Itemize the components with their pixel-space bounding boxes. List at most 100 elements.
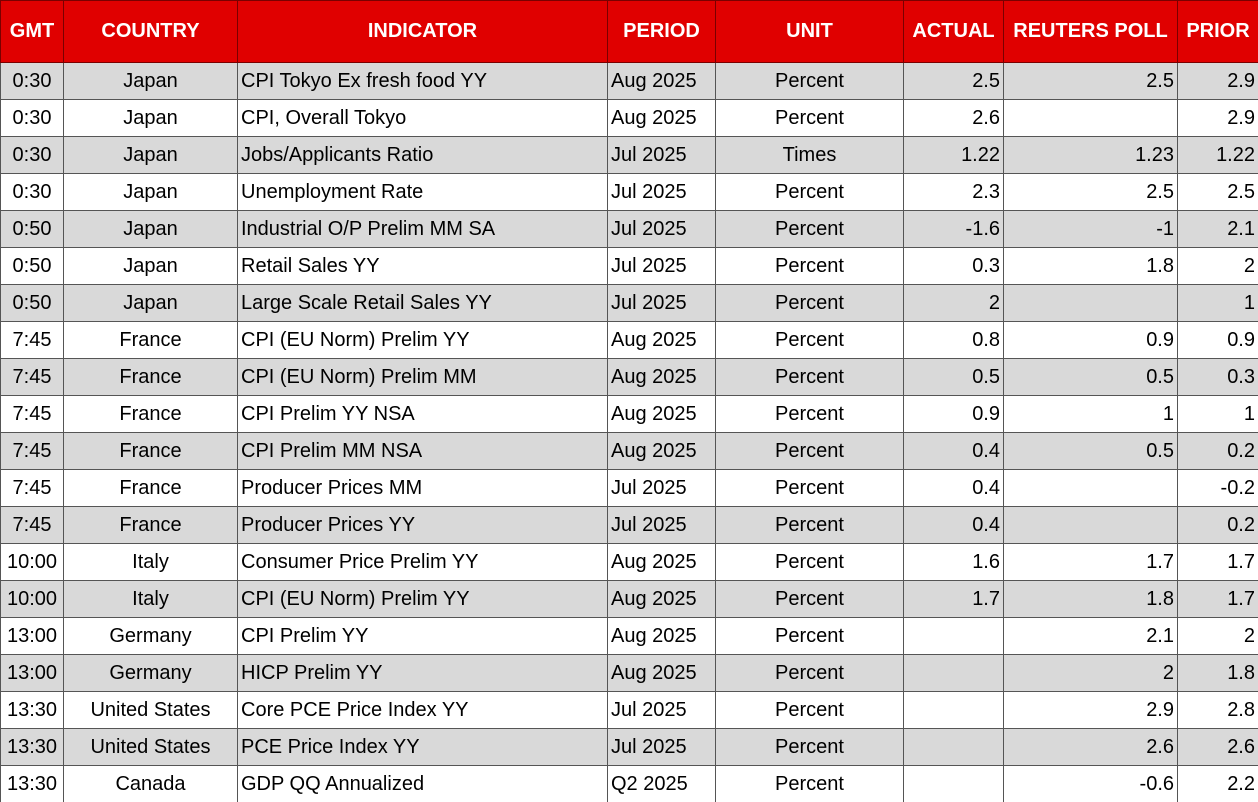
table-row: 0:30 Japan CPI, Overall Tokyo Aug 2025 Perce… xyxy=(0,99,1258,137)
table-cell: 1.22 xyxy=(1177,136,1258,174)
table-cell: 0.3 xyxy=(903,247,1004,285)
table-cell: 10:00 xyxy=(0,580,64,618)
table-row: 10:00 Italy Consumer Price Prelim YY Aug 20… xyxy=(0,543,1258,581)
table-cell: Percent xyxy=(715,765,904,802)
table-cell: Percent xyxy=(715,728,904,766)
table-cell: Jul 2025 xyxy=(607,136,716,174)
table-cell: CPI (EU Norm) Prelim YY xyxy=(237,321,608,359)
table-cell: 2.5 xyxy=(1003,62,1178,100)
table-cell: Jul 2025 xyxy=(607,210,716,248)
table-cell: 2.5 xyxy=(903,62,1004,100)
column-header: COUNTRY xyxy=(63,0,238,63)
table-cell: -1.6 xyxy=(903,210,1004,248)
table-cell xyxy=(1003,284,1178,322)
table-cell: 7:45 xyxy=(0,469,64,507)
table-cell: 10:00 xyxy=(0,543,64,581)
table-cell: Aug 2025 xyxy=(607,62,716,100)
table-cell: 0.8 xyxy=(903,321,1004,359)
table-cell xyxy=(903,691,1004,729)
table-row: 0:30 Japan Jobs/Applicants Ratio Jul 2025 Ti… xyxy=(0,136,1258,174)
table-cell: 0.2 xyxy=(1177,506,1258,544)
table-cell: 0.5 xyxy=(1003,432,1178,470)
table-cell: 1.8 xyxy=(1003,247,1178,285)
table-cell: 0.5 xyxy=(1003,358,1178,396)
table-cell: 2.6 xyxy=(1177,728,1258,766)
table-cell: Percent xyxy=(715,247,904,285)
table-cell: CPI, Overall Tokyo xyxy=(237,99,608,137)
table-row: 13:30 Canada GDP QQ Annualized Q2 2025 Perce… xyxy=(0,765,1258,802)
table-cell: United States xyxy=(63,728,238,766)
table-cell: 1.22 xyxy=(903,136,1004,174)
table-row: 0:30 Japan CPI Tokyo Ex fresh food YY Aug 2… xyxy=(0,62,1258,100)
table-cell: 0:30 xyxy=(0,136,64,174)
table-cell: Aug 2025 xyxy=(607,617,716,655)
table-cell: 2 xyxy=(1177,247,1258,285)
table-cell: 13:00 xyxy=(0,654,64,692)
table-cell: Percent xyxy=(715,691,904,729)
table-cell: 2 xyxy=(903,284,1004,322)
column-header: PRIOR xyxy=(1177,0,1258,63)
table-cell: 0:50 xyxy=(0,284,64,322)
table-cell: Jobs/Applicants Ratio xyxy=(237,136,608,174)
table-cell: Percent xyxy=(715,321,904,359)
table-row: 7:45 France CPI (EU Norm) Prelim MM Aug 202… xyxy=(0,358,1258,396)
table-cell: Japan xyxy=(63,210,238,248)
table-row: 10:00 Italy CPI (EU Norm) Prelim YY Aug 202… xyxy=(0,580,1258,618)
table-cell: 1 xyxy=(1177,284,1258,322)
table-cell: GDP QQ Annualized xyxy=(237,765,608,802)
table-cell: 1.8 xyxy=(1177,654,1258,692)
table-cell: Jul 2025 xyxy=(607,728,716,766)
table-cell: Percent xyxy=(715,99,904,137)
table-cell: 0.4 xyxy=(903,432,1004,470)
table-cell: Germany xyxy=(63,654,238,692)
table-cell xyxy=(903,617,1004,655)
table-cell: 0.4 xyxy=(903,469,1004,507)
table-cell: Aug 2025 xyxy=(607,321,716,359)
table-cell: -0.6 xyxy=(1003,765,1178,802)
table-cell: 2.9 xyxy=(1003,691,1178,729)
table-body: 0:30 Japan CPI Tokyo Ex fresh food YY Aug 2… xyxy=(0,62,1258,802)
table-cell: 0:50 xyxy=(0,247,64,285)
table-cell: Aug 2025 xyxy=(607,432,716,470)
table-cell: 2.1 xyxy=(1003,617,1178,655)
table-row: 13:00 Germany CPI Prelim YY Aug 2025 Percent… xyxy=(0,617,1258,655)
table-header: GMT COUNTRY INDICATOR PERIOD UNIT ACTUAL REUTE… xyxy=(0,0,1258,63)
table-cell: Aug 2025 xyxy=(607,580,716,618)
table-cell xyxy=(903,728,1004,766)
table-cell: 2.3 xyxy=(903,173,1004,211)
table-cell: 0:30 xyxy=(0,99,64,137)
table-cell: Aug 2025 xyxy=(607,543,716,581)
table-cell: Percent xyxy=(715,506,904,544)
table-cell xyxy=(903,765,1004,802)
table-cell: 1.7 xyxy=(903,580,1004,618)
table-cell: 0.9 xyxy=(1003,321,1178,359)
table-cell: 13:30 xyxy=(0,691,64,729)
table-cell: CPI Prelim YY xyxy=(237,617,608,655)
table-cell: 0.9 xyxy=(903,395,1004,433)
table-row: 13:30 United States PCE Price Index YY Jul … xyxy=(0,728,1258,766)
table-cell: France xyxy=(63,395,238,433)
table-cell: Jul 2025 xyxy=(607,506,716,544)
table-cell: 2.9 xyxy=(1177,99,1258,137)
table-cell: Japan xyxy=(63,136,238,174)
table-cell: 1.23 xyxy=(1003,136,1178,174)
table-cell: Times xyxy=(715,136,904,174)
table-cell: 1.7 xyxy=(1177,580,1258,618)
table-cell: 0.2 xyxy=(1177,432,1258,470)
table-cell: 2.6 xyxy=(903,99,1004,137)
table-cell: 7:45 xyxy=(0,358,64,396)
table-cell: 2.9 xyxy=(1177,62,1258,100)
table-cell: Percent xyxy=(715,580,904,618)
table-cell: -0.2 xyxy=(1177,469,1258,507)
table-row: 7:45 France Producer Prices YY Jul 2025 Perc… xyxy=(0,506,1258,544)
table-row: 0:30 Japan Unemployment Rate Jul 2025 Percen… xyxy=(0,173,1258,211)
table-cell: 2.2 xyxy=(1177,765,1258,802)
table-cell: 1.6 xyxy=(903,543,1004,581)
table-cell: CPI Prelim MM NSA xyxy=(237,432,608,470)
table-cell: 13:30 xyxy=(0,765,64,802)
header-row: GMT COUNTRY INDICATOR PERIOD UNIT ACTUAL REUTE… xyxy=(0,0,1258,63)
table-row: 0:50 Japan Industrial O/P Prelim MM SA Jul … xyxy=(0,210,1258,248)
table-cell: -1 xyxy=(1003,210,1178,248)
table-cell: 7:45 xyxy=(0,321,64,359)
table-cell: Percent xyxy=(715,284,904,322)
